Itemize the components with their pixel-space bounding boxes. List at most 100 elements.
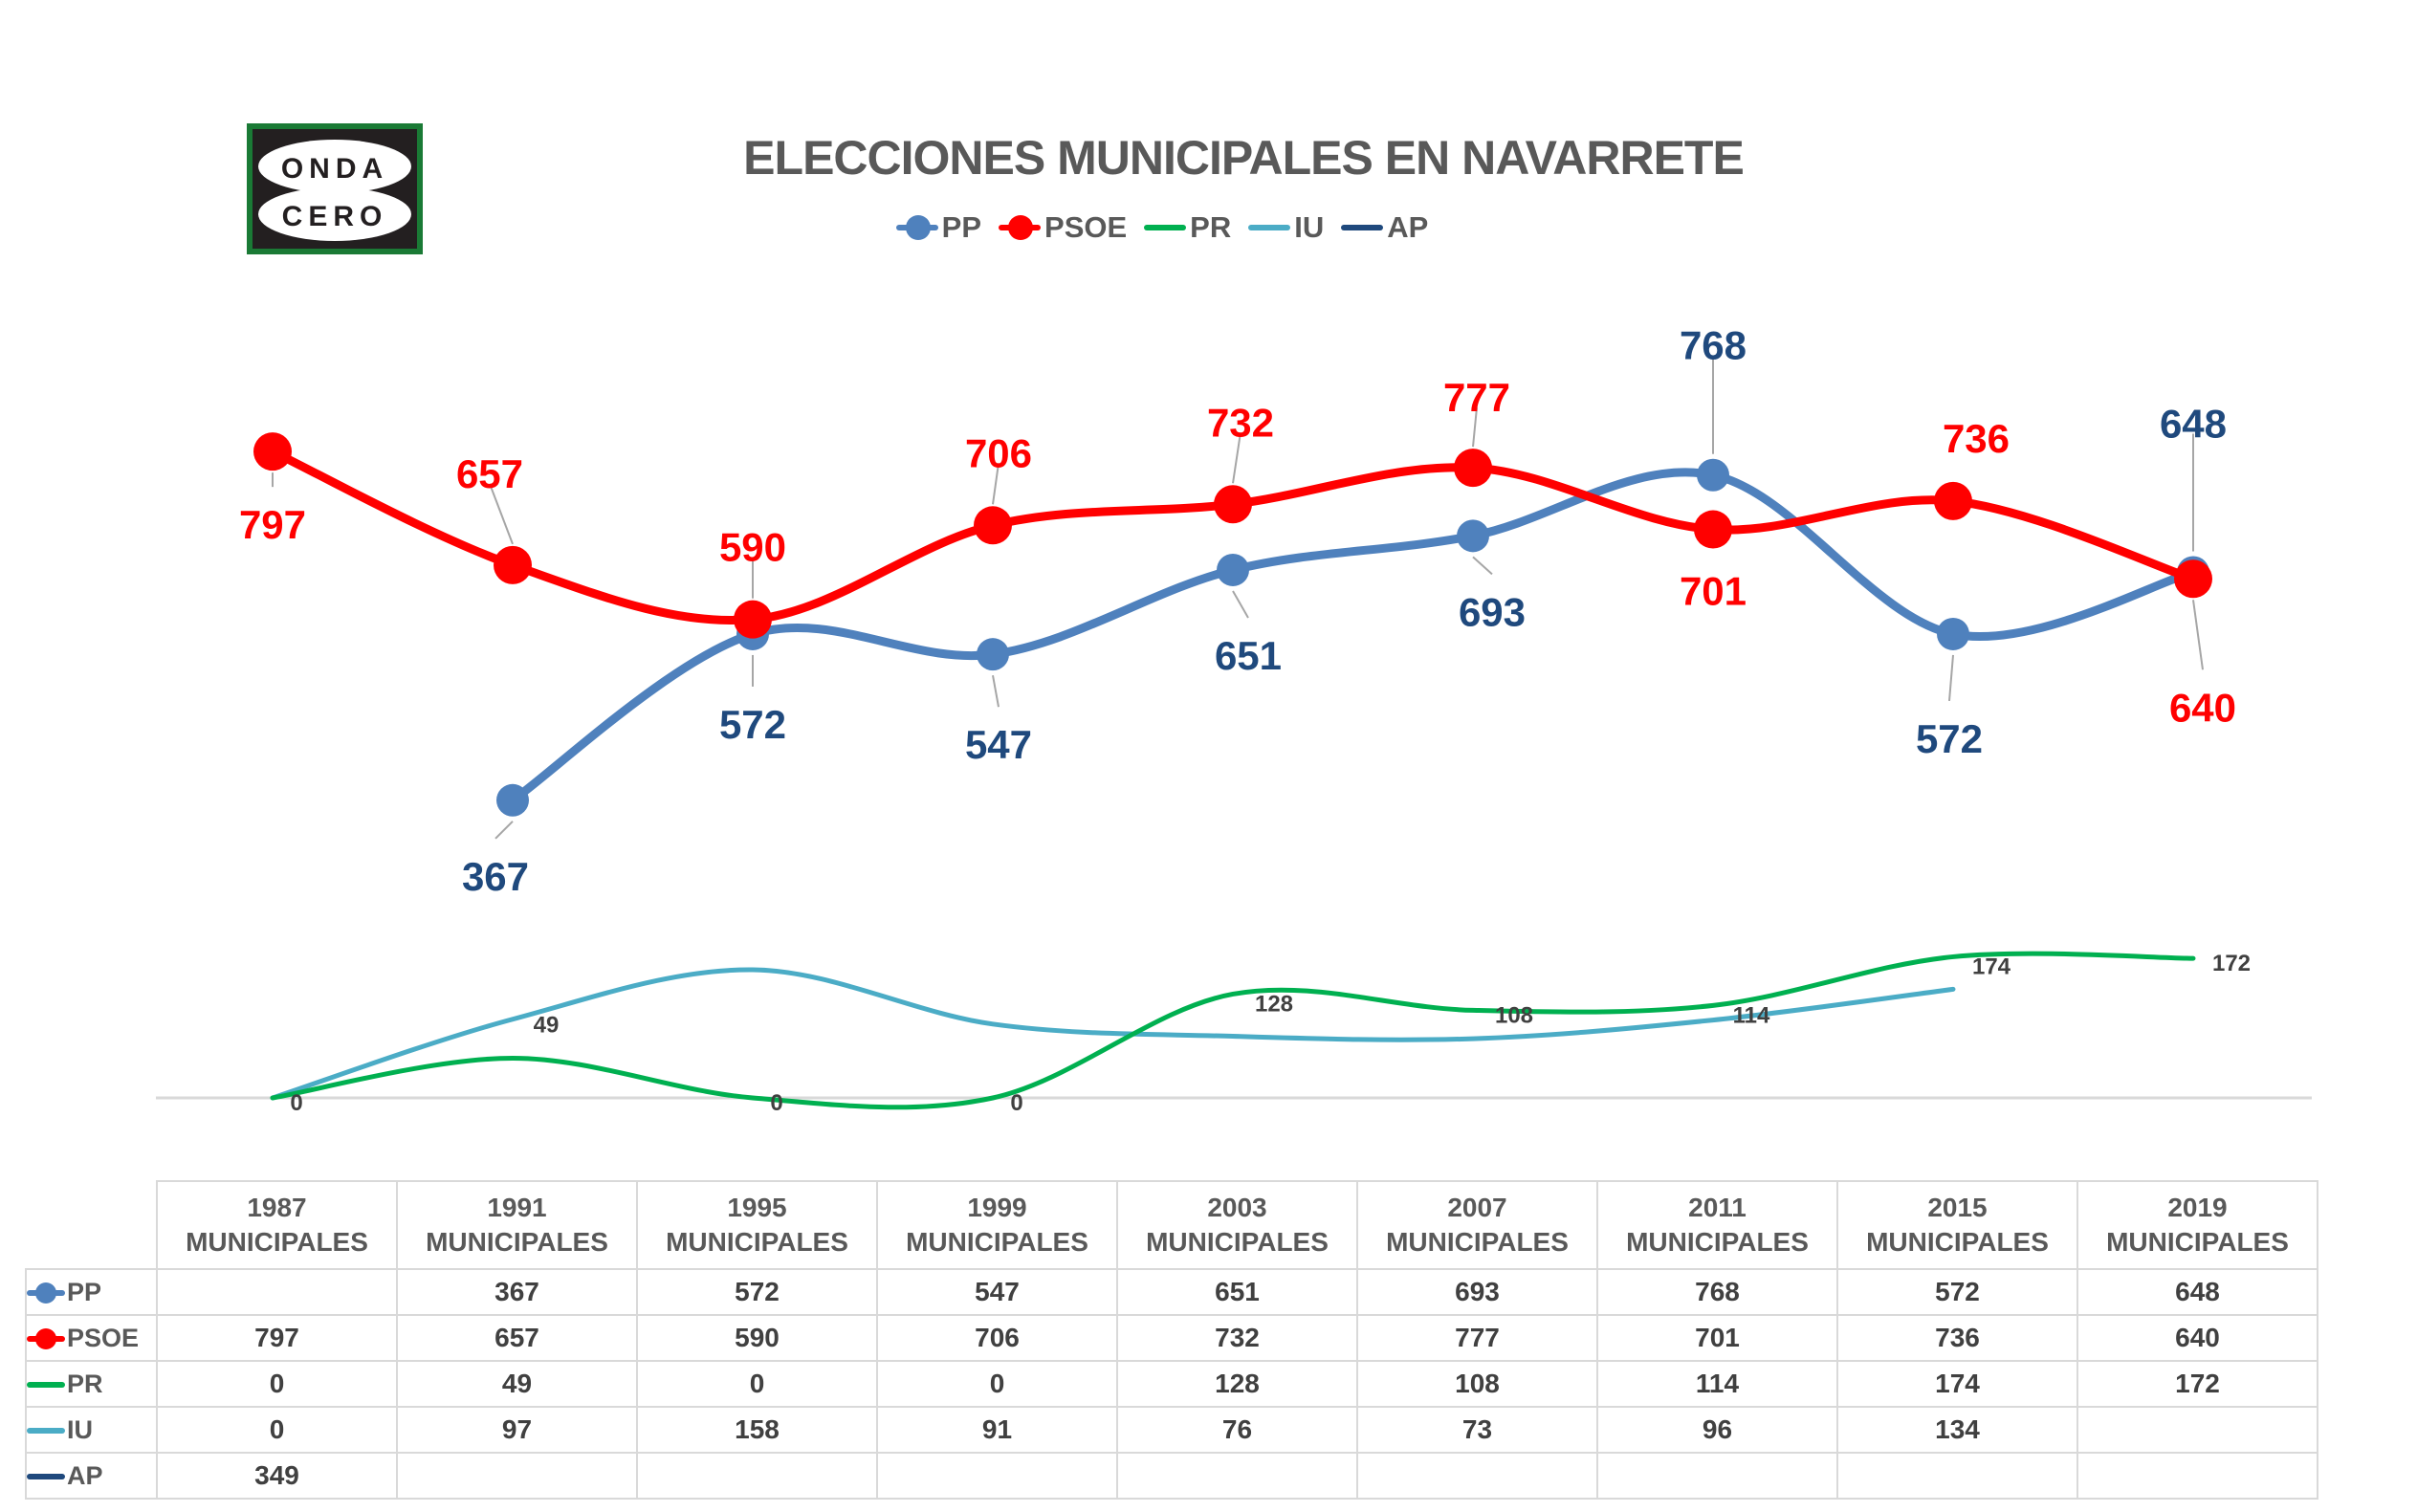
table-cell: 108 xyxy=(1356,1360,1598,1408)
row-label: IU xyxy=(25,1406,158,1454)
table-cell: 0 xyxy=(876,1360,1118,1408)
data-label-pr: 174 xyxy=(1972,953,2011,979)
table-cell: 174 xyxy=(1836,1360,2078,1408)
leader-line xyxy=(2192,600,2204,670)
marker-psoe-2007 xyxy=(1454,449,1492,488)
table-header-2011: 2011 MUNICIPALES xyxy=(1596,1180,1838,1270)
legend-key-icon xyxy=(27,1428,65,1435)
leader-line xyxy=(494,821,514,840)
marker-pp-2015 xyxy=(1937,617,1969,650)
series-line-pp xyxy=(508,468,2198,805)
chart-title: ELECCIONES MUNICIPALES EN NAVARRETE xyxy=(743,131,1745,185)
data-label-pr: 49 xyxy=(534,1012,560,1038)
table-cell xyxy=(2076,1406,2318,1454)
table-cell: 114 xyxy=(1596,1360,1838,1408)
legend-item-psoe: PSOE xyxy=(999,210,1127,245)
leader-line xyxy=(1472,556,1493,576)
table-cell: 732 xyxy=(1116,1314,1358,1362)
table-header-2007: 2007 MUNICIPALES xyxy=(1356,1180,1598,1270)
marker-psoe-2015 xyxy=(1934,481,1972,520)
data-label-psoe: 736 xyxy=(1943,416,2010,461)
data-label-psoe: 797 xyxy=(239,502,306,547)
onda-cero-logo: ONDA CERO xyxy=(247,123,423,254)
series-name: IU xyxy=(67,1414,93,1444)
legend-label: IU xyxy=(1294,210,1325,244)
table-cell xyxy=(876,1452,1118,1500)
header-sub: MUNICIPALES xyxy=(426,1227,608,1257)
header-sub: MUNICIPALES xyxy=(2106,1227,2289,1257)
table-header-1991: 1991 MUNICIPALES xyxy=(396,1180,638,1270)
data-label-psoe: 706 xyxy=(965,430,1032,475)
table-cell: 651 xyxy=(1116,1268,1358,1316)
data-label-pp: 572 xyxy=(719,702,786,747)
header-sub: MUNICIPALES xyxy=(666,1227,848,1257)
table-cell: 706 xyxy=(876,1314,1118,1362)
series-name: PSOE xyxy=(67,1323,140,1352)
table-cell: 640 xyxy=(2076,1314,2318,1362)
svg-text:ONDA: ONDA xyxy=(281,153,388,185)
header-sub: MUNICIPALES xyxy=(906,1227,1088,1257)
marker-pp-2007 xyxy=(1457,519,1489,553)
header-sub: MUNICIPALES xyxy=(186,1227,368,1257)
table-cell: 572 xyxy=(636,1268,878,1316)
table-cell: 367 xyxy=(396,1268,638,1316)
data-label-pr: 108 xyxy=(1495,1002,1533,1028)
table-cell: 797 xyxy=(156,1314,398,1362)
marker-psoe-1995 xyxy=(734,600,772,639)
table-header-2019: 2019 MUNICIPALES xyxy=(2076,1180,2318,1270)
table-cell: 91 xyxy=(876,1406,1118,1454)
data-label-psoe: 777 xyxy=(1443,375,1510,420)
data-label-pr: 0 xyxy=(1010,1090,1022,1116)
header-year: 2007 xyxy=(1447,1193,1507,1222)
table-cell: 49 xyxy=(396,1360,638,1408)
data-label-pp: 651 xyxy=(1215,633,1282,678)
legend-item-pp: PP xyxy=(895,210,981,245)
table-cell: 648 xyxy=(2076,1268,2318,1316)
header-year: 1991 xyxy=(487,1193,547,1222)
table-row-pr: PR 0 49 0 0 128 108 114 174 172 xyxy=(25,1360,2318,1408)
table-cell: 768 xyxy=(1596,1268,1838,1316)
data-label-pr: 114 xyxy=(1733,1002,1770,1028)
data-label-pp: 693 xyxy=(1459,589,1526,634)
legend-label: PR xyxy=(1190,210,1232,244)
data-label-psoe: 732 xyxy=(1207,400,1274,445)
legend-key-icon xyxy=(27,1328,65,1350)
table-cell: 128 xyxy=(1116,1360,1358,1408)
header-year: 1999 xyxy=(967,1193,1027,1222)
leader-line xyxy=(992,674,1000,708)
header-year: 1987 xyxy=(247,1193,307,1222)
data-label-psoe: 701 xyxy=(1680,569,1747,614)
table-header-1987: 1987 MUNICIPALES xyxy=(156,1180,398,1270)
table-cell: 777 xyxy=(1356,1314,1598,1362)
table-cell: 547 xyxy=(876,1268,1118,1316)
table-cell: 657 xyxy=(396,1314,638,1362)
table-cell: 590 xyxy=(636,1314,878,1362)
table-cell xyxy=(2076,1452,2318,1500)
marker-pp-1999 xyxy=(977,638,1009,671)
table-cell: 73 xyxy=(1356,1406,1598,1454)
marker-psoe-1987 xyxy=(253,432,292,471)
marker-psoe-2011 xyxy=(1694,510,1732,549)
table-cell: 96 xyxy=(1596,1406,1838,1454)
table-cell xyxy=(156,1268,398,1316)
table-header-2015: 2015 MUNICIPALES xyxy=(1836,1180,2078,1270)
legend-swatch-icon xyxy=(895,215,938,240)
table-cell: 134 xyxy=(1836,1406,2078,1454)
header-sub: MUNICIPALES xyxy=(1626,1227,1809,1257)
legend-label: AP xyxy=(1387,210,1429,244)
table-cell: 701 xyxy=(1596,1314,1838,1362)
row-label: AP xyxy=(25,1452,158,1500)
data-label-pp: 367 xyxy=(462,854,529,899)
data-table: 1987 MUNICIPALES 1991 MUNICIPALES 1995 MUNICI… xyxy=(25,1180,2318,1500)
header-year: 2003 xyxy=(1207,1193,1267,1222)
series-line-iu xyxy=(270,967,1956,1101)
header-year: 2011 xyxy=(1688,1193,1747,1222)
table-row-ap: AP 349 xyxy=(25,1452,2318,1500)
table-cell xyxy=(396,1452,638,1500)
legend-item-iu: IU xyxy=(1248,210,1324,245)
marker-pp-2011 xyxy=(1697,458,1729,492)
data-label-pp: 572 xyxy=(1916,716,1983,761)
data-label-pp: 648 xyxy=(2160,401,2227,446)
table-header-1995: 1995 MUNICIPALES xyxy=(636,1180,878,1270)
table-row-pp: PP 367 572 547 651 693 768 572 648 xyxy=(25,1268,2318,1316)
